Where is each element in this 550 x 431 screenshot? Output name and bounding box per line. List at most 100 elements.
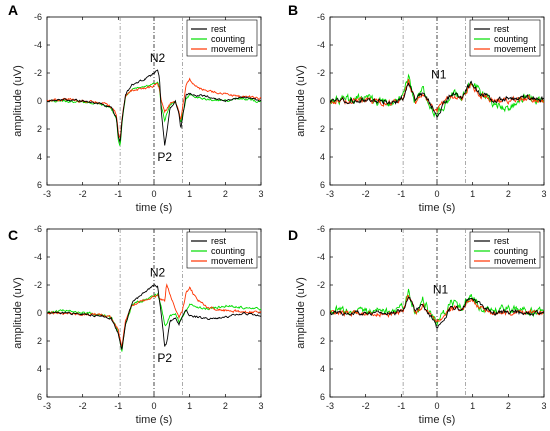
series-line-rest	[47, 69, 261, 146]
peak-annotation: N1	[433, 282, 449, 296]
legend-label: rest	[494, 24, 510, 34]
legend-label: counting	[494, 246, 528, 256]
peak-annotation: N1	[431, 68, 447, 82]
x-tick-label: 0	[434, 189, 439, 199]
x-axis-label: time (s)	[419, 202, 456, 214]
x-tick-label: 2	[506, 401, 511, 411]
panel-D: D -3 -2 -1 0 1 2 3 -6 -4 -2 0 2 4 6 time (s) amplitude (…	[288, 224, 547, 426]
legend-label: movement	[211, 44, 254, 54]
legend-label: counting	[494, 34, 528, 44]
y-axis-label: amplitude (uV)	[12, 277, 24, 349]
legend-box	[186, 19, 258, 57]
x-tick-label: 1	[470, 401, 475, 411]
x-tick-label: 3	[541, 189, 546, 199]
y-tick-label: -6	[317, 12, 325, 22]
legend-box	[469, 231, 541, 269]
y-tick-label: 2	[320, 124, 325, 134]
legend-label: movement	[211, 256, 254, 266]
x-tick-label: -2	[79, 401, 87, 411]
x-tick-label: 1	[187, 401, 192, 411]
x-tick-label: -3	[43, 401, 51, 411]
x-tick-label: -3	[326, 189, 334, 199]
y-tick-label: -4	[317, 40, 325, 50]
y-axis-label: amplitude (uV)	[295, 277, 307, 349]
panel-letter: C	[8, 227, 18, 243]
legend-box	[186, 231, 258, 269]
panel-B: B -3 -2 -1 0 1 2 3 -6 -4 -2 0 2 4 6 time (s) amplitude (…	[288, 2, 547, 214]
y-tick-label: 0	[37, 308, 42, 318]
peak-annotation: P2	[157, 351, 172, 365]
y-tick-label: -2	[317, 280, 325, 290]
y-tick-label: 0	[37, 96, 42, 106]
x-tick-label: 2	[223, 401, 228, 411]
legend-label: rest	[494, 236, 510, 246]
series-line-movement	[47, 77, 261, 139]
y-axis-label: amplitude (uV)	[12, 65, 24, 137]
y-tick-label: 2	[37, 336, 42, 346]
peak-annotation: N2	[150, 51, 166, 65]
y-tick-label: -2	[34, 68, 42, 78]
x-tick-label: -2	[79, 189, 87, 199]
legend-label: counting	[211, 34, 245, 44]
legend-label: rest	[211, 236, 227, 246]
legend-label: movement	[494, 44, 537, 54]
y-tick-label: 4	[37, 152, 42, 162]
y-tick-label: -2	[317, 68, 325, 78]
series-line-counting	[330, 288, 544, 326]
y-tick-label: 6	[37, 180, 42, 190]
x-tick-label: -3	[326, 401, 334, 411]
y-tick-label: -2	[34, 280, 42, 290]
x-tick-label: 2	[506, 189, 511, 199]
x-tick-label: -3	[43, 189, 51, 199]
panel-C: C -3 -2 -1 0 1 2 3 -6 -4 -2 0 2 4 6 time (s) amplitude (…	[8, 224, 264, 426]
series-line-rest	[330, 296, 544, 329]
x-tick-label: 1	[470, 189, 475, 199]
y-tick-label: 4	[320, 152, 325, 162]
x-tick-label: 2	[223, 189, 228, 199]
y-tick-label: 2	[320, 336, 325, 346]
series-line-rest	[330, 80, 544, 118]
legend-label: counting	[211, 246, 245, 256]
y-tick-label: -6	[34, 224, 42, 234]
y-tick-label: 0	[320, 96, 325, 106]
legend-label: movement	[494, 256, 537, 266]
panel-letter: A	[8, 2, 18, 18]
x-tick-label: -1	[114, 401, 122, 411]
panel-letter: D	[288, 227, 298, 243]
x-tick-label: -2	[362, 401, 370, 411]
series-line-movement	[330, 78, 544, 114]
y-tick-label: 6	[320, 180, 325, 190]
y-tick-label: 4	[37, 364, 42, 374]
peak-annotation: P2	[157, 150, 172, 164]
y-axis-label: amplitude (uV)	[295, 65, 307, 137]
y-tick-label: -6	[317, 224, 325, 234]
panel-A: A -3 -2 -1 0 1 2 3 -6 -4 -2 0 2 4 6 time (s) amplitude (…	[8, 2, 264, 214]
x-tick-label: -1	[114, 189, 122, 199]
x-tick-label: 0	[151, 189, 156, 199]
x-tick-label: -1	[397, 401, 405, 411]
y-tick-label: 4	[320, 364, 325, 374]
x-tick-label: 0	[151, 401, 156, 411]
y-tick-label: 2	[37, 124, 42, 134]
series-line-movement	[47, 283, 261, 347]
x-tick-label: 0	[434, 401, 439, 411]
y-tick-label: -4	[317, 252, 325, 262]
series-line-rest	[47, 284, 261, 350]
x-tick-label: 3	[541, 401, 546, 411]
y-tick-label: -6	[34, 12, 42, 22]
y-tick-label: -4	[34, 252, 42, 262]
x-axis-label: time (s)	[136, 414, 173, 426]
x-tick-label: 1	[187, 189, 192, 199]
legend-box	[469, 19, 541, 57]
peak-annotation: N2	[150, 266, 166, 280]
panel-letter: B	[288, 2, 298, 18]
series-line-counting	[47, 292, 261, 352]
y-tick-label: 6	[320, 392, 325, 402]
y-tick-label: -4	[34, 40, 42, 50]
x-tick-label: 3	[258, 189, 263, 199]
legend-label: rest	[211, 24, 227, 34]
y-tick-label: 6	[37, 392, 42, 402]
x-axis-label: time (s)	[136, 202, 173, 214]
y-tick-label: 0	[320, 308, 325, 318]
